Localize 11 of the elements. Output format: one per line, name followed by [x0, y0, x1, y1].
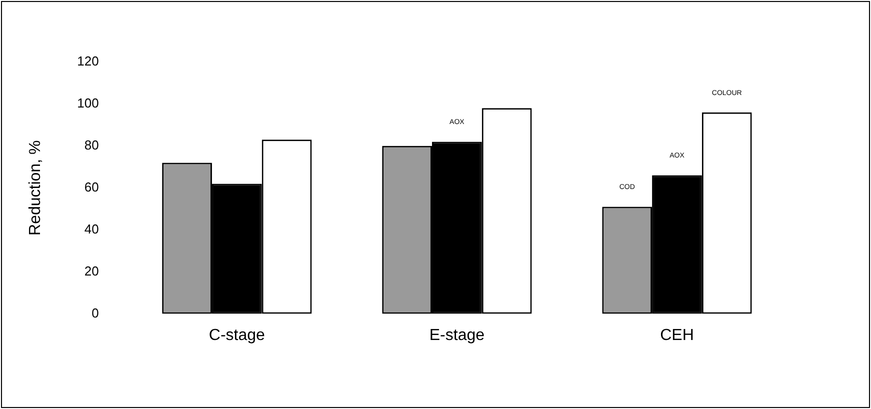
x-tick-label: CEH: [660, 326, 694, 344]
y-tick-label: 80: [84, 138, 99, 153]
y-axis-title: Reduction, %: [27, 140, 44, 236]
y-tick-label: 120: [77, 54, 99, 69]
x-tick-label: E-stage: [429, 326, 485, 344]
x-tick-label: C-stage: [208, 326, 266, 344]
y-tick-label: 100: [77, 96, 99, 111]
y-tick-label: 0: [92, 305, 99, 320]
y-tick-label: 20: [84, 263, 99, 278]
y-tick-label: 40: [84, 221, 99, 236]
y-tick-label: 60: [84, 179, 99, 194]
